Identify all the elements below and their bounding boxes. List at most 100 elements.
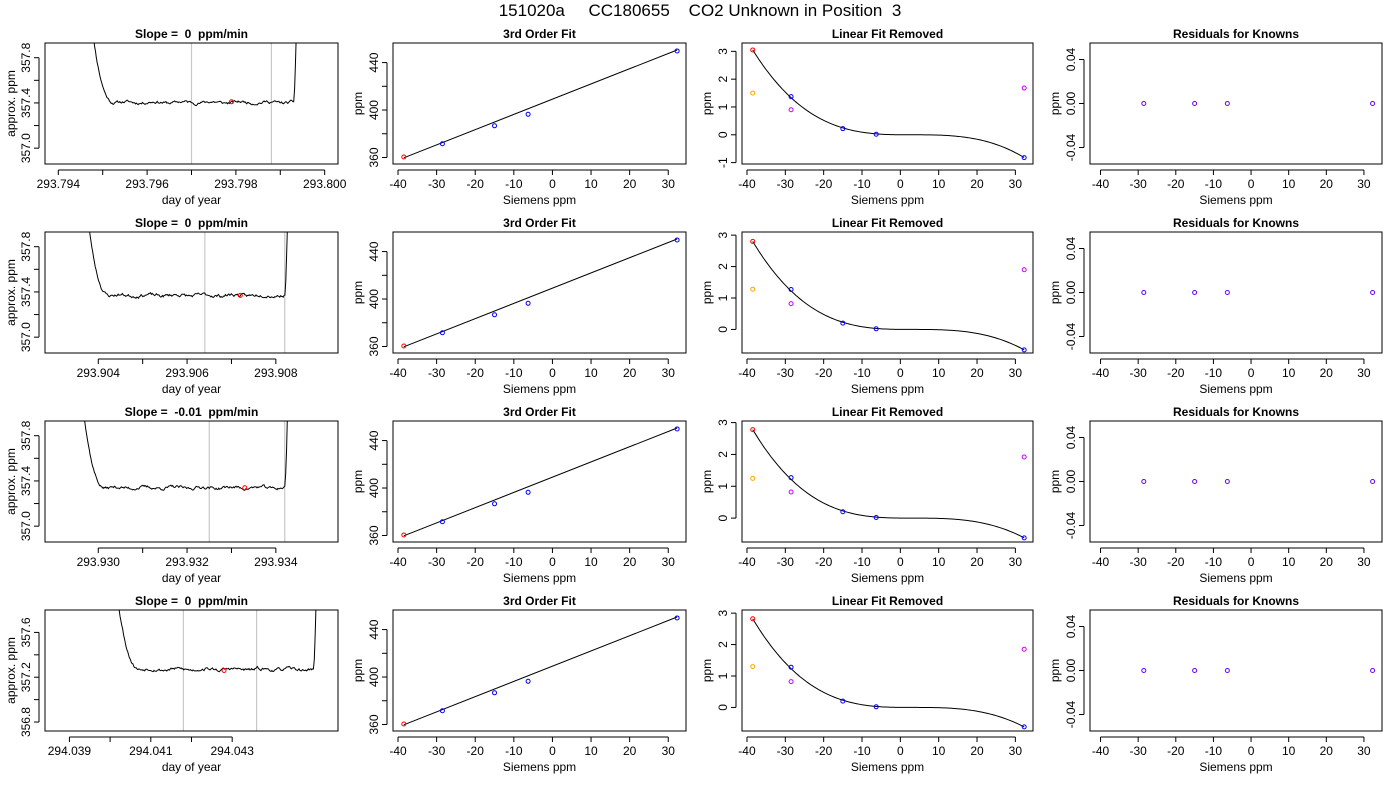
plot-frame <box>741 420 1034 543</box>
x-axis-label: day of year <box>162 193 221 207</box>
panel-title: 3rd Order Fit <box>503 594 576 608</box>
data-point <box>1021 454 1027 460</box>
plot-frame <box>44 420 339 543</box>
x-tick-label: -10 <box>505 177 523 191</box>
y-tick-label: 0 <box>716 131 730 138</box>
x-tick-label: 10 <box>584 366 598 380</box>
x-axis-label: Siemens ppm <box>503 571 576 585</box>
x-tick-label: 0 <box>1248 744 1255 758</box>
data-point <box>492 690 498 696</box>
data-point <box>840 698 846 704</box>
x-axis-label: day of year <box>162 571 221 585</box>
y-tick-label: 360 <box>367 714 381 734</box>
x-tick-label: -40 <box>389 366 407 380</box>
x-tick-label: -20 <box>815 555 833 569</box>
y-tick-label: 357.4 <box>19 88 33 118</box>
x-tick-label: 0 <box>549 744 556 758</box>
data-point <box>788 679 794 685</box>
x-tick-label: 294.043 <box>210 744 254 758</box>
y-tick-label: 440 <box>367 619 381 639</box>
y-tick-label: 440 <box>367 52 381 72</box>
y-axis-label: approx. ppm <box>4 70 18 137</box>
fit-curve <box>403 238 678 348</box>
data-point <box>750 286 756 292</box>
x-tick-label: -10 <box>853 366 871 380</box>
x-axis-label: day of year <box>162 382 221 396</box>
x-tick-label: -40 <box>738 177 756 191</box>
x-tick-label: 10 <box>584 744 598 758</box>
y-axis-label: ppm <box>1048 659 1062 682</box>
x-tick-label: -30 <box>777 177 795 191</box>
data-point <box>1224 668 1230 673</box>
plot-area <box>1141 668 1376 673</box>
x-tick-label: -20 <box>1167 744 1185 758</box>
y-tick-label: 0.04 <box>1064 236 1078 260</box>
x-axis-label: day of year <box>162 760 221 774</box>
panel-title: Residuals for Knowns <box>1173 405 1299 419</box>
x-axis-label: Siemens ppm <box>503 193 576 207</box>
y-tick-label: 0.04 <box>1064 47 1078 71</box>
panel-title: Slope = 0 ppm/min <box>135 594 248 608</box>
x-tick-label: 293.934 <box>254 555 298 569</box>
x-tick-label: -20 <box>467 177 485 191</box>
x-tick-label: 10 <box>1282 555 1296 569</box>
y-tick-label: 0 <box>716 326 730 333</box>
y-axis-label: ppm <box>1048 281 1062 304</box>
data-point <box>492 312 498 318</box>
data-point <box>788 475 794 481</box>
plot-frame <box>44 231 339 354</box>
y-axis-label: approx. ppm <box>4 259 18 326</box>
plot-frame <box>392 42 687 165</box>
x-tick-label: 20 <box>1320 177 1334 191</box>
y-tick-label: 357.4 <box>19 277 33 307</box>
x-tick-label: -20 <box>467 366 485 380</box>
y-tick-label: 360 <box>367 336 381 356</box>
data-point <box>525 300 531 306</box>
y-tick-label: 1 <box>716 294 730 301</box>
x-tick-label: -10 <box>505 744 523 758</box>
data-point <box>674 426 680 432</box>
x-tick-label: -10 <box>1205 177 1223 191</box>
data-point <box>750 427 756 433</box>
data-point <box>873 131 879 137</box>
x-tick-label: -40 <box>1092 177 1110 191</box>
plot-area <box>84 421 288 542</box>
x-tick-label: 30 <box>1009 555 1023 569</box>
x-tick-label: 293.794 <box>37 177 81 191</box>
x-tick-label: -30 <box>428 177 446 191</box>
panel-r4-linear: -40 -30 -20 -10 0 10 20 30 Siemens ppm 0 1 2 3 ppm Lin… <box>700 594 1034 774</box>
panel-title: Linear Fit Removed <box>832 216 943 230</box>
panel-r4-fit: -40 -30 -20 -10 0 10 20 30 Siemens ppm 360 400 440 p… <box>351 594 687 774</box>
x-tick-label: -20 <box>815 177 833 191</box>
x-tick-label: 30 <box>1357 366 1371 380</box>
y-axis-label: ppm <box>700 659 714 682</box>
data-point <box>788 301 794 307</box>
plot-area <box>118 610 317 731</box>
data-point <box>750 47 756 53</box>
x-tick-label: 30 <box>662 555 676 569</box>
y-tick-label: 357.0 <box>19 511 33 541</box>
x-tick-label: 0 <box>897 744 904 758</box>
y-tick-label: 2 <box>716 263 730 270</box>
page-title: 151020a CC180655 CO2 Unknown in Position… <box>498 1 902 20</box>
data-point <box>1021 85 1027 91</box>
data-point <box>750 90 756 96</box>
data-point <box>492 501 498 507</box>
y-tick-label: 0.04 <box>1064 425 1078 449</box>
panel-r4-trace: 294.039 294.041 294.043 day of year 356.8 357… <box>4 594 339 774</box>
y-axis-label: approx. ppm <box>4 637 18 704</box>
plot-area <box>1141 101 1376 106</box>
y-tick-label: 3 <box>716 48 730 55</box>
data-point <box>1370 290 1376 295</box>
panel-r2-fit: -40 -30 -20 -10 0 10 20 30 Siemens ppm 360 400 440 p… <box>351 216 687 396</box>
panel-title: 3rd Order Fit <box>503 405 576 419</box>
y-tick-label: 357.2 <box>19 662 33 692</box>
panel-r3-resid: -40 -30 -20 -10 0 10 20 30 Siemens ppm -0.04 0.00 0… <box>1048 405 1383 585</box>
panel-title: Residuals for Knowns <box>1173 216 1299 230</box>
x-tick-label: -40 <box>1092 744 1110 758</box>
plot-frame <box>44 609 339 732</box>
x-tick-label: -10 <box>505 366 523 380</box>
y-tick-label: 357.0 <box>19 322 33 352</box>
x-tick-label: -10 <box>853 555 871 569</box>
